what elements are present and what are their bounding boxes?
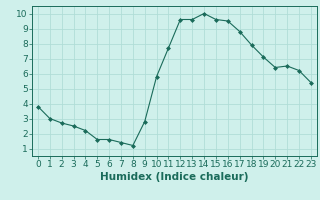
X-axis label: Humidex (Indice chaleur): Humidex (Indice chaleur) <box>100 172 249 182</box>
